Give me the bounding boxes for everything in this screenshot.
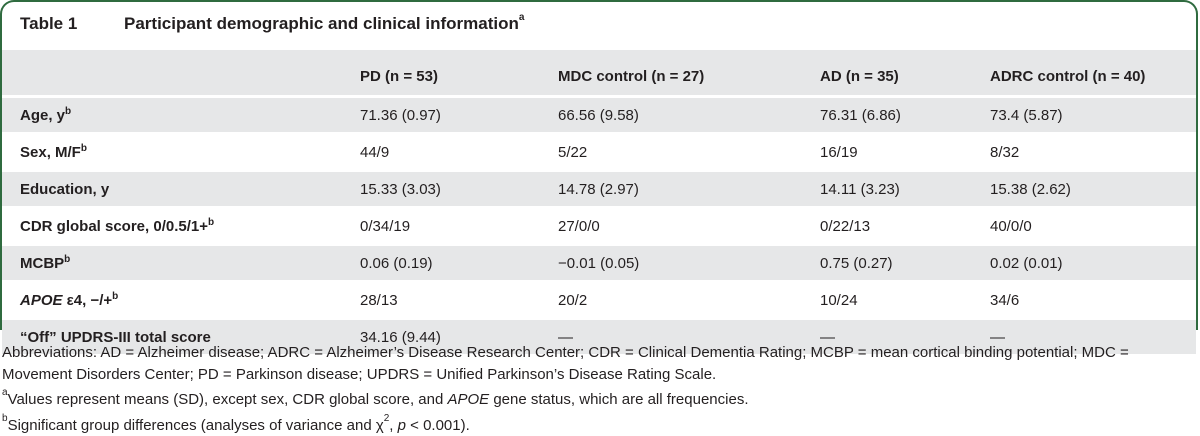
row-label-text: ε4, −/+ (63, 292, 113, 309)
footnote-b: bSignificant group differences (analyses… (2, 411, 1198, 436)
table-cell: 34/6 (990, 283, 1019, 317)
table-cell: 28/13 (360, 283, 398, 317)
table-cell: 0.06 (0.19) (360, 246, 433, 280)
row-label: Education, y (20, 172, 109, 206)
footnote-b-mark: b (2, 413, 8, 424)
table-cell: 40/0/0 (990, 209, 1032, 243)
table-footnotes: Abbreviations: AD = Alzheimer disease; A… (2, 342, 1198, 436)
abbreviations-note: Abbreviations: AD = Alzheimer disease; A… (2, 342, 1198, 385)
table-cell: 0.75 (0.27) (820, 246, 893, 280)
footnote-b-superscript: 2 (384, 413, 390, 424)
table-title-footnote-mark: a (519, 12, 525, 23)
table-cell: 14.11 (3.23) (820, 172, 900, 206)
footnote-a-text: Values represent means (SD), except sex,… (8, 391, 448, 408)
footnote-a-italic: APOE (447, 391, 489, 408)
row-label: CDR global score, 0/0.5/1+b (20, 209, 214, 243)
table-body: PD (n = 53) MDC control (n = 27) AD (n =… (2, 50, 1196, 357)
table-cell: 15.33 (3.03) (360, 172, 441, 206)
row-label-text: Age, y (20, 107, 65, 124)
footnote-b-text: Significant group differences (analyses … (8, 417, 384, 434)
table-title-text: Participant demographic and clinical inf… (124, 14, 519, 33)
table-cell: 76.31 (6.86) (820, 98, 901, 132)
row-label-text: CDR global score, 0/0.5/1+ (20, 218, 208, 235)
table-cell: 0/22/13 (820, 209, 870, 243)
footnote-b-italic: p (398, 417, 406, 434)
table-cell: 5/22 (558, 135, 587, 169)
row-label-text: Sex, M/F (20, 144, 81, 161)
table-cell: 44/9 (360, 135, 389, 169)
table-row: APOE ε4, −/+b 28/13 20/2 10/24 34/6 (2, 283, 1196, 320)
table-cell: 14.78 (2.97) (558, 172, 639, 206)
table-cell: 73.4 (5.87) (990, 98, 1063, 132)
footnote-a-mark: a (2, 387, 8, 398)
row-label-italic-text: APOE (20, 292, 63, 309)
row-label-text: MCBP (20, 255, 64, 272)
column-header-adrc-control: ADRC control (n = 40) (990, 50, 1145, 95)
table-cell: 15.38 (2.62) (990, 172, 1071, 206)
table-cell: 8/32 (990, 135, 1019, 169)
table-cell: −0.01 (0.05) (558, 246, 639, 280)
table-cell: 20/2 (558, 283, 587, 317)
table-cell: 27/0/0 (558, 209, 600, 243)
footnote-a-text-end: gene status, which are all frequencies. (489, 391, 748, 408)
footnote-a: aValues represent means (SD), except sex… (2, 385, 1198, 411)
table-cell: 66.56 (9.58) (558, 98, 639, 132)
table-title: Participant demographic and clinical inf… (124, 14, 524, 34)
table-cell: 71.36 (0.97) (360, 98, 441, 132)
row-label-text: Education, y (20, 181, 109, 198)
row-footnote-mark: b (208, 217, 214, 228)
column-header-pd: PD (n = 53) (360, 50, 438, 95)
row-footnote-mark: b (65, 106, 71, 117)
row-label: APOE ε4, −/+b (20, 283, 118, 317)
column-header-ad: AD (n = 35) (820, 50, 899, 95)
table-row: CDR global score, 0/0.5/1+b 0/34/19 27/0… (2, 209, 1196, 246)
table-number: Table 1 (20, 14, 77, 34)
footnote-b-separator: , (389, 417, 397, 434)
row-footnote-mark: b (81, 143, 87, 154)
row-footnote-mark: b (112, 291, 118, 302)
footnote-b-text-end: < 0.001). (406, 417, 470, 434)
table-container: Table 1 Participant demographic and clin… (0, 0, 1198, 330)
table-cell: 10/24 (820, 283, 858, 317)
table-header-row: PD (n = 53) MDC control (n = 27) AD (n =… (2, 50, 1196, 98)
row-footnote-mark: b (64, 254, 70, 265)
table-cell: 0/34/19 (360, 209, 410, 243)
column-header-mdc-control: MDC control (n = 27) (558, 50, 704, 95)
table-cell: 0.02 (0.01) (990, 246, 1063, 280)
table-title-bar: Table 1 Participant demographic and clin… (2, 2, 1196, 46)
table-cell: 16/19 (820, 135, 858, 169)
table-row: Education, y 15.33 (3.03) 14.78 (2.97) 1… (2, 172, 1196, 209)
